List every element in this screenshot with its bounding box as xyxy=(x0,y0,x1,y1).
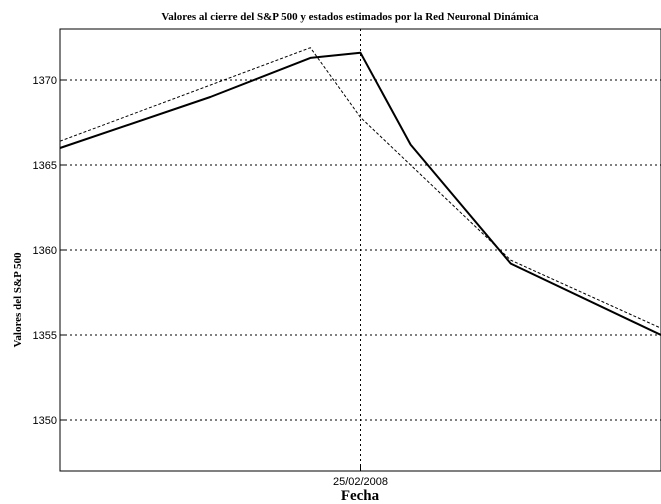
series-line-dashed xyxy=(59,47,661,329)
series-layer xyxy=(59,47,661,336)
y-tick-label: 1350 xyxy=(33,415,57,427)
y-tick-label: 1370 xyxy=(33,75,57,87)
y-tick-label: 1365 xyxy=(33,160,57,172)
grid xyxy=(60,29,661,471)
x-axis-ticks: 25/02/2008 xyxy=(333,466,388,488)
series-line-solid xyxy=(59,51,661,336)
chart-title: Valores al cierre del S&P 500 y estados … xyxy=(161,11,539,23)
x-tick-label: 25/02/2008 xyxy=(333,476,388,488)
y-tick-label: 1355 xyxy=(33,330,57,342)
x-axis-label: Fecha xyxy=(341,488,380,504)
y-tick-label: 1360 xyxy=(33,245,57,257)
y-axis-ticks: 1350 1355 1360 1365 1370 xyxy=(33,75,65,427)
y-axis-label: Valores del S&P 500 xyxy=(12,252,24,348)
